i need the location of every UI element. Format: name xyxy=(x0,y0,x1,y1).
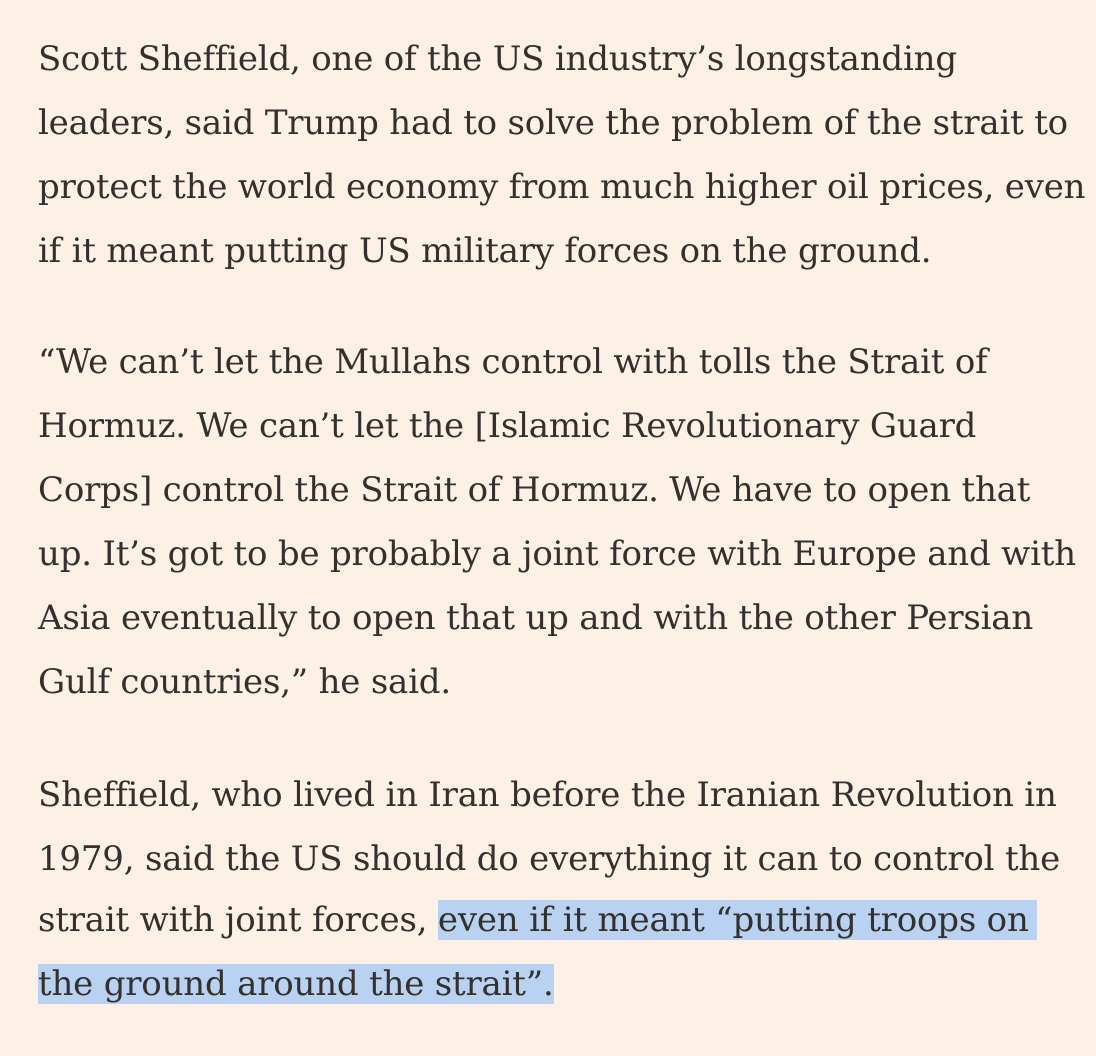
text-line[interactable]: the ground around the strait”. xyxy=(38,952,554,1016)
text-line: Sheffield, who lived in Iran before the … xyxy=(38,775,1057,815)
text-line[interactable]: strait with joint forces, even if it mea… xyxy=(38,888,1037,952)
text-line: Corps] control the Strait of Hormuz. We … xyxy=(38,470,1031,510)
text-line: protect the world economy from much high… xyxy=(38,167,1086,207)
selected-text[interactable]: the ground around the strait”. xyxy=(38,964,554,1004)
plain-text-segment: strait with joint forces, xyxy=(38,900,438,940)
text-line: up. It’s got to be probably a joint forc… xyxy=(38,534,1076,574)
text-line: “We can’t let the Mullahs control with t… xyxy=(38,342,988,382)
text-line: Asia eventually to open that up and with… xyxy=(38,598,1034,638)
selected-text[interactable]: even if it meant “putting troops on xyxy=(437,900,1037,940)
text-line: if it meant putting US military forces o… xyxy=(38,231,932,271)
text-line: leaders, said Trump had to solve the pro… xyxy=(38,103,1068,143)
text-line: Scott Sheffield, one of the US industry’… xyxy=(38,39,957,79)
text-line: Hormuz. We can’t let the [Islamic Revolu… xyxy=(38,406,977,446)
text-line: Gulf countries,” he said. xyxy=(38,662,451,702)
text-line: 1979, said the US should do everything i… xyxy=(38,839,1061,879)
